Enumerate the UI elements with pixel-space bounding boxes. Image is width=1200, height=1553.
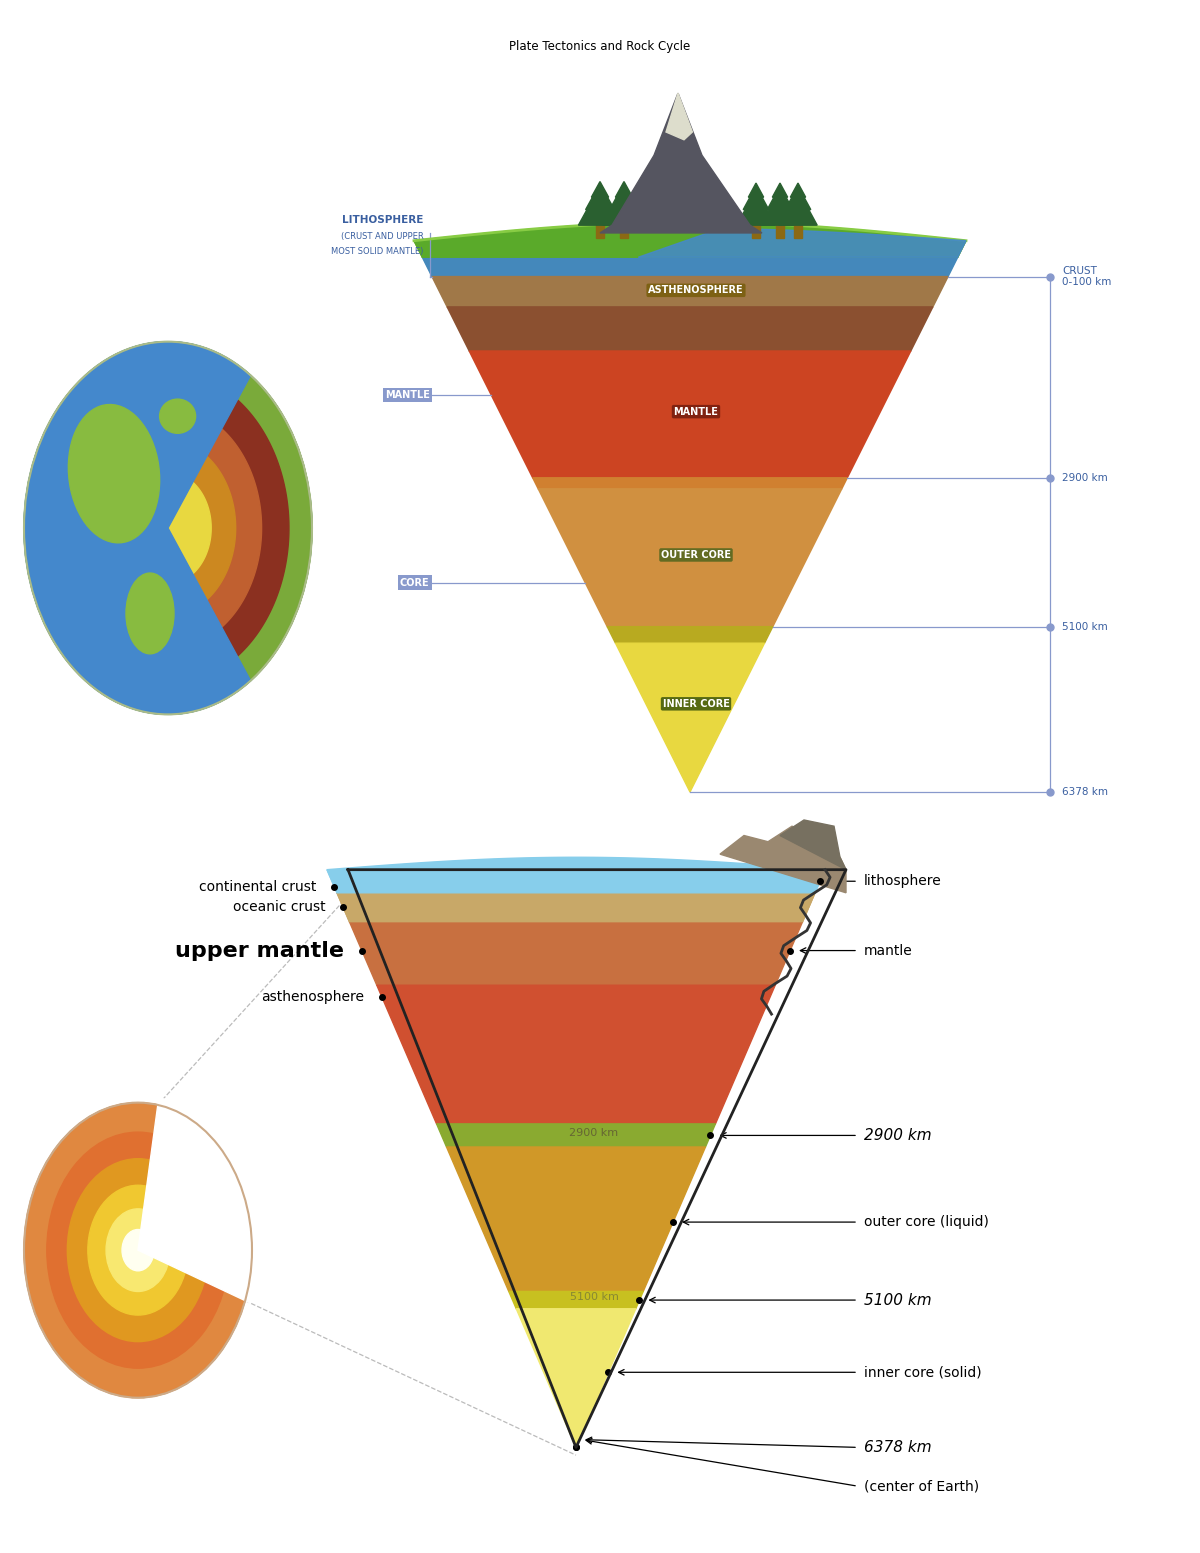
Polygon shape xyxy=(791,183,805,197)
Polygon shape xyxy=(448,307,932,351)
Polygon shape xyxy=(586,183,614,210)
Polygon shape xyxy=(780,820,846,870)
Polygon shape xyxy=(193,457,235,599)
Polygon shape xyxy=(620,222,628,238)
Polygon shape xyxy=(337,893,815,921)
Text: 6378 km: 6378 km xyxy=(1062,787,1108,797)
Text: 5100 km: 5100 km xyxy=(1062,621,1108,632)
Polygon shape xyxy=(602,186,646,225)
Circle shape xyxy=(24,342,312,714)
Polygon shape xyxy=(238,376,312,680)
Text: lithosphere: lithosphere xyxy=(864,874,942,888)
Text: asthenosphere: asthenosphere xyxy=(260,989,364,1003)
Polygon shape xyxy=(720,826,846,893)
Ellipse shape xyxy=(160,399,196,433)
Text: upper mantle: upper mantle xyxy=(175,941,344,961)
Ellipse shape xyxy=(126,573,174,654)
Polygon shape xyxy=(600,93,762,233)
Text: 2900 km: 2900 km xyxy=(1062,472,1108,483)
Text: CORE: CORE xyxy=(400,578,430,587)
Text: oceanic crust: oceanic crust xyxy=(233,901,325,915)
Text: INNER CORE: INNER CORE xyxy=(662,699,730,708)
Polygon shape xyxy=(337,893,815,921)
Text: CRUST
0-100 km: CRUST 0-100 km xyxy=(1062,266,1111,287)
Circle shape xyxy=(47,1132,229,1368)
Polygon shape xyxy=(616,643,764,792)
Polygon shape xyxy=(432,276,948,307)
Ellipse shape xyxy=(68,404,160,544)
Polygon shape xyxy=(743,186,769,210)
Text: 6378 km: 6378 km xyxy=(864,1440,931,1455)
Polygon shape xyxy=(414,222,966,258)
Text: 5100 km: 5100 km xyxy=(570,1292,618,1303)
Circle shape xyxy=(106,1208,170,1292)
Polygon shape xyxy=(794,222,802,238)
Text: 2900 km: 2900 km xyxy=(570,1127,618,1138)
Text: Plate Tectonics and Rock Cycle: Plate Tectonics and Rock Cycle xyxy=(509,40,691,53)
Polygon shape xyxy=(607,626,773,643)
Polygon shape xyxy=(206,429,262,627)
Text: mantle: mantle xyxy=(864,944,913,958)
Polygon shape xyxy=(610,183,638,210)
Polygon shape xyxy=(168,483,211,573)
Polygon shape xyxy=(737,189,775,225)
Polygon shape xyxy=(596,222,604,238)
Polygon shape xyxy=(776,222,784,238)
Text: (center of Earth): (center of Earth) xyxy=(864,1478,979,1494)
Polygon shape xyxy=(538,489,842,626)
Polygon shape xyxy=(666,93,692,140)
Polygon shape xyxy=(469,351,911,478)
Polygon shape xyxy=(592,182,608,197)
Polygon shape xyxy=(616,182,632,197)
Polygon shape xyxy=(326,857,826,893)
Polygon shape xyxy=(516,1309,636,1447)
Text: outer core (liquid): outer core (liquid) xyxy=(864,1214,989,1228)
Polygon shape xyxy=(24,342,312,714)
Text: inner core (solid): inner core (solid) xyxy=(864,1365,982,1379)
Wedge shape xyxy=(138,1098,258,1303)
Text: (CRUST AND UPPER: (CRUST AND UPPER xyxy=(341,231,424,241)
Polygon shape xyxy=(326,870,826,893)
Polygon shape xyxy=(533,478,847,489)
Circle shape xyxy=(67,1159,209,1342)
Polygon shape xyxy=(767,186,793,210)
Polygon shape xyxy=(773,183,787,197)
Text: LITHOSPHERE: LITHOSPHERE xyxy=(342,216,424,225)
Text: ASTHENOSPHERE: ASTHENOSPHERE xyxy=(648,286,744,295)
Circle shape xyxy=(24,1103,252,1398)
Text: OUTER CORE: OUTER CORE xyxy=(661,550,731,561)
Text: continental crust: continental crust xyxy=(199,881,317,895)
Polygon shape xyxy=(446,1148,706,1292)
Polygon shape xyxy=(377,985,775,1124)
Polygon shape xyxy=(437,1124,715,1148)
Text: MANTLE: MANTLE xyxy=(673,407,719,416)
Polygon shape xyxy=(785,186,811,210)
Polygon shape xyxy=(752,222,760,238)
Wedge shape xyxy=(24,342,251,714)
Polygon shape xyxy=(638,228,966,258)
Polygon shape xyxy=(509,1292,643,1309)
Polygon shape xyxy=(761,189,799,225)
Text: 5100 km: 5100 km xyxy=(864,1292,931,1308)
Polygon shape xyxy=(349,921,803,985)
Text: MOST SOLID MANTLE): MOST SOLID MANTLE) xyxy=(331,247,424,256)
Circle shape xyxy=(88,1185,188,1315)
Polygon shape xyxy=(779,189,817,225)
Circle shape xyxy=(122,1230,154,1270)
Polygon shape xyxy=(578,186,622,225)
Polygon shape xyxy=(749,183,763,197)
Polygon shape xyxy=(222,399,289,657)
Polygon shape xyxy=(422,258,958,276)
Text: MANTLE: MANTLE xyxy=(385,390,430,401)
Polygon shape xyxy=(414,241,966,258)
Text: 2900 km: 2900 km xyxy=(864,1127,931,1143)
